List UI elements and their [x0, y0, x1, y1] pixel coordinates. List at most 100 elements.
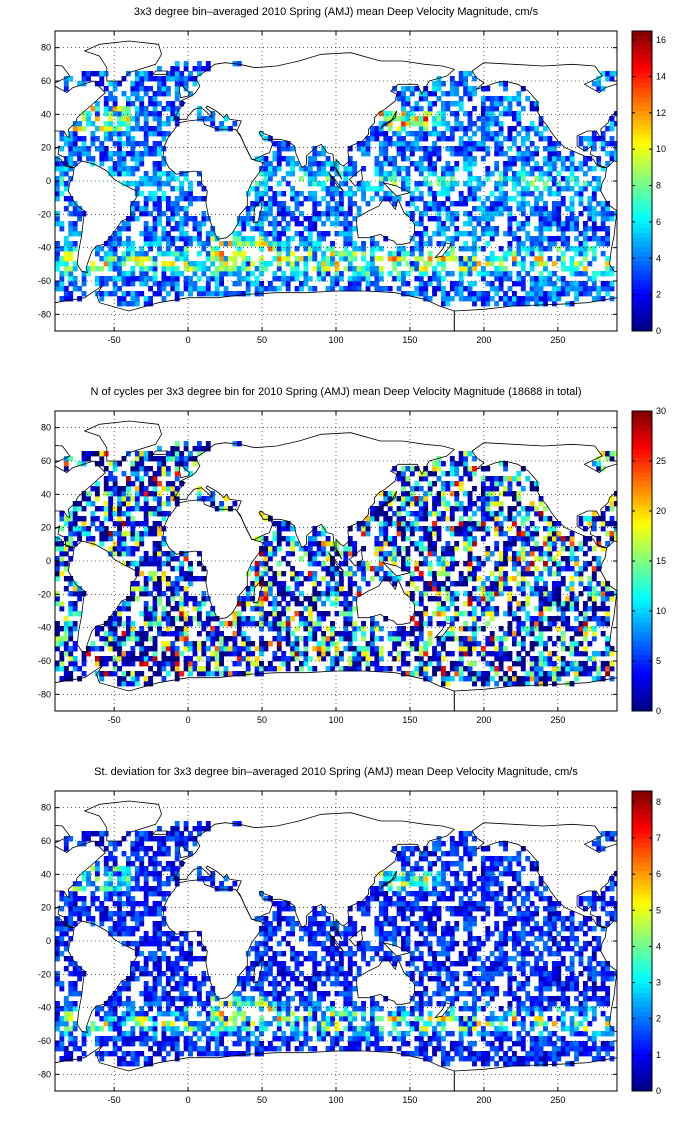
heatmap-cell — [143, 236, 149, 242]
heatmap-cell — [299, 666, 304, 672]
heatmap-cell — [325, 191, 331, 197]
heatmap-cell — [157, 561, 162, 567]
heatmap-cell — [325, 201, 331, 207]
heatmap-cell — [276, 611, 282, 617]
heatmap-cell — [374, 651, 380, 657]
heatmap-cell — [387, 516, 393, 522]
heatmap-cell — [272, 201, 278, 207]
heatmap-cell — [547, 216, 553, 222]
heatmap-cell — [121, 131, 127, 137]
heatmap-cell — [130, 506, 136, 512]
heatmap-cell — [205, 236, 211, 242]
heatmap-cell — [259, 616, 264, 622]
heatmap-cell — [219, 251, 224, 257]
heatmap-cell — [458, 641, 464, 647]
heatmap-cell — [378, 111, 384, 117]
heatmap-cell — [267, 166, 273, 172]
heatmap-cell — [574, 166, 579, 172]
heatmap-cell — [445, 171, 451, 177]
heatmap-cell — [259, 156, 264, 162]
heatmap-cell — [299, 256, 304, 262]
heatmap-cell — [117, 536, 122, 542]
heatmap-cell — [378, 181, 384, 187]
heatmap-cell — [179, 271, 185, 277]
heatmap-cell — [383, 136, 389, 142]
heatmap-cell — [134, 471, 140, 477]
heatmap-cell — [188, 456, 193, 462]
heatmap-cell — [489, 236, 495, 242]
heatmap-cell — [334, 551, 340, 557]
heatmap-cell — [130, 496, 136, 502]
heatmap-cell — [143, 116, 149, 122]
heatmap-cell — [307, 161, 313, 167]
heatmap-cell — [556, 276, 562, 282]
heatmap-cell — [152, 266, 158, 272]
heatmap-cell — [503, 681, 508, 687]
heatmap-cell — [267, 611, 273, 617]
heatmap-cell — [454, 471, 460, 477]
heatmap-cell — [103, 151, 109, 157]
heatmap-cell — [547, 211, 553, 217]
heatmap-cell — [321, 236, 327, 242]
heatmap-cell — [192, 596, 198, 602]
heatmap-cell — [507, 221, 513, 227]
heatmap-cell — [303, 266, 309, 272]
heatmap-cell — [125, 281, 131, 287]
heatmap-cell — [378, 651, 384, 657]
colorbar-segment — [632, 316, 652, 323]
heatmap-cell — [267, 161, 273, 167]
heatmap-cell — [472, 266, 477, 272]
heatmap-cell — [170, 641, 176, 647]
heatmap-cell — [152, 216, 158, 222]
heatmap-cell — [232, 261, 238, 267]
heatmap-cell — [454, 606, 460, 612]
heatmap-cell — [498, 256, 504, 262]
heatmap-cell — [165, 601, 171, 607]
heatmap-cell — [520, 196, 526, 202]
heatmap-cell — [94, 246, 100, 252]
heatmap-cell — [383, 576, 389, 582]
heatmap-cell — [436, 516, 442, 522]
heatmap-cell — [188, 581, 193, 587]
heatmap-cell — [103, 146, 109, 152]
heatmap-cell — [520, 176, 526, 182]
heatmap-cell — [414, 136, 420, 142]
heatmap-cell — [454, 636, 460, 642]
heatmap-cell — [330, 161, 335, 167]
heatmap-cell — [361, 631, 366, 637]
heatmap-cell — [472, 251, 477, 257]
heatmap-cell — [152, 656, 158, 662]
heatmap-cell — [77, 136, 83, 142]
heatmap-cell — [307, 611, 313, 617]
heatmap-cell — [454, 161, 460, 167]
heatmap-cell — [516, 281, 522, 287]
heatmap-cell — [196, 236, 202, 242]
heatmap-cell — [485, 681, 491, 687]
heatmap-cell — [130, 526, 136, 532]
heatmap-cell — [236, 631, 242, 637]
heatmap-cell — [108, 116, 114, 122]
heatmap-cell — [103, 451, 109, 457]
heatmap-cell — [125, 251, 131, 257]
heatmap-cell — [503, 561, 508, 567]
heatmap-cell — [347, 196, 353, 202]
heatmap-cell — [551, 291, 557, 297]
heatmap-cell — [418, 526, 424, 532]
heatmap-cell — [387, 631, 393, 637]
heatmap-cell — [130, 216, 136, 222]
heatmap-cell — [396, 626, 402, 632]
heatmap-cell — [192, 601, 198, 607]
heatmap-cell — [365, 581, 371, 587]
heatmap-cell — [170, 186, 176, 192]
heatmap-cell — [210, 246, 216, 252]
heatmap-cell — [449, 491, 455, 497]
heatmap-cell — [112, 551, 118, 557]
heatmap-cell — [196, 61, 202, 67]
heatmap-cell — [441, 461, 446, 467]
heatmap-cell — [259, 266, 264, 272]
heatmap-cell — [529, 191, 535, 197]
heatmap-cell — [454, 611, 460, 617]
heatmap-cell — [511, 251, 517, 257]
heatmap-cell — [121, 301, 127, 307]
heatmap-cell — [165, 276, 171, 282]
